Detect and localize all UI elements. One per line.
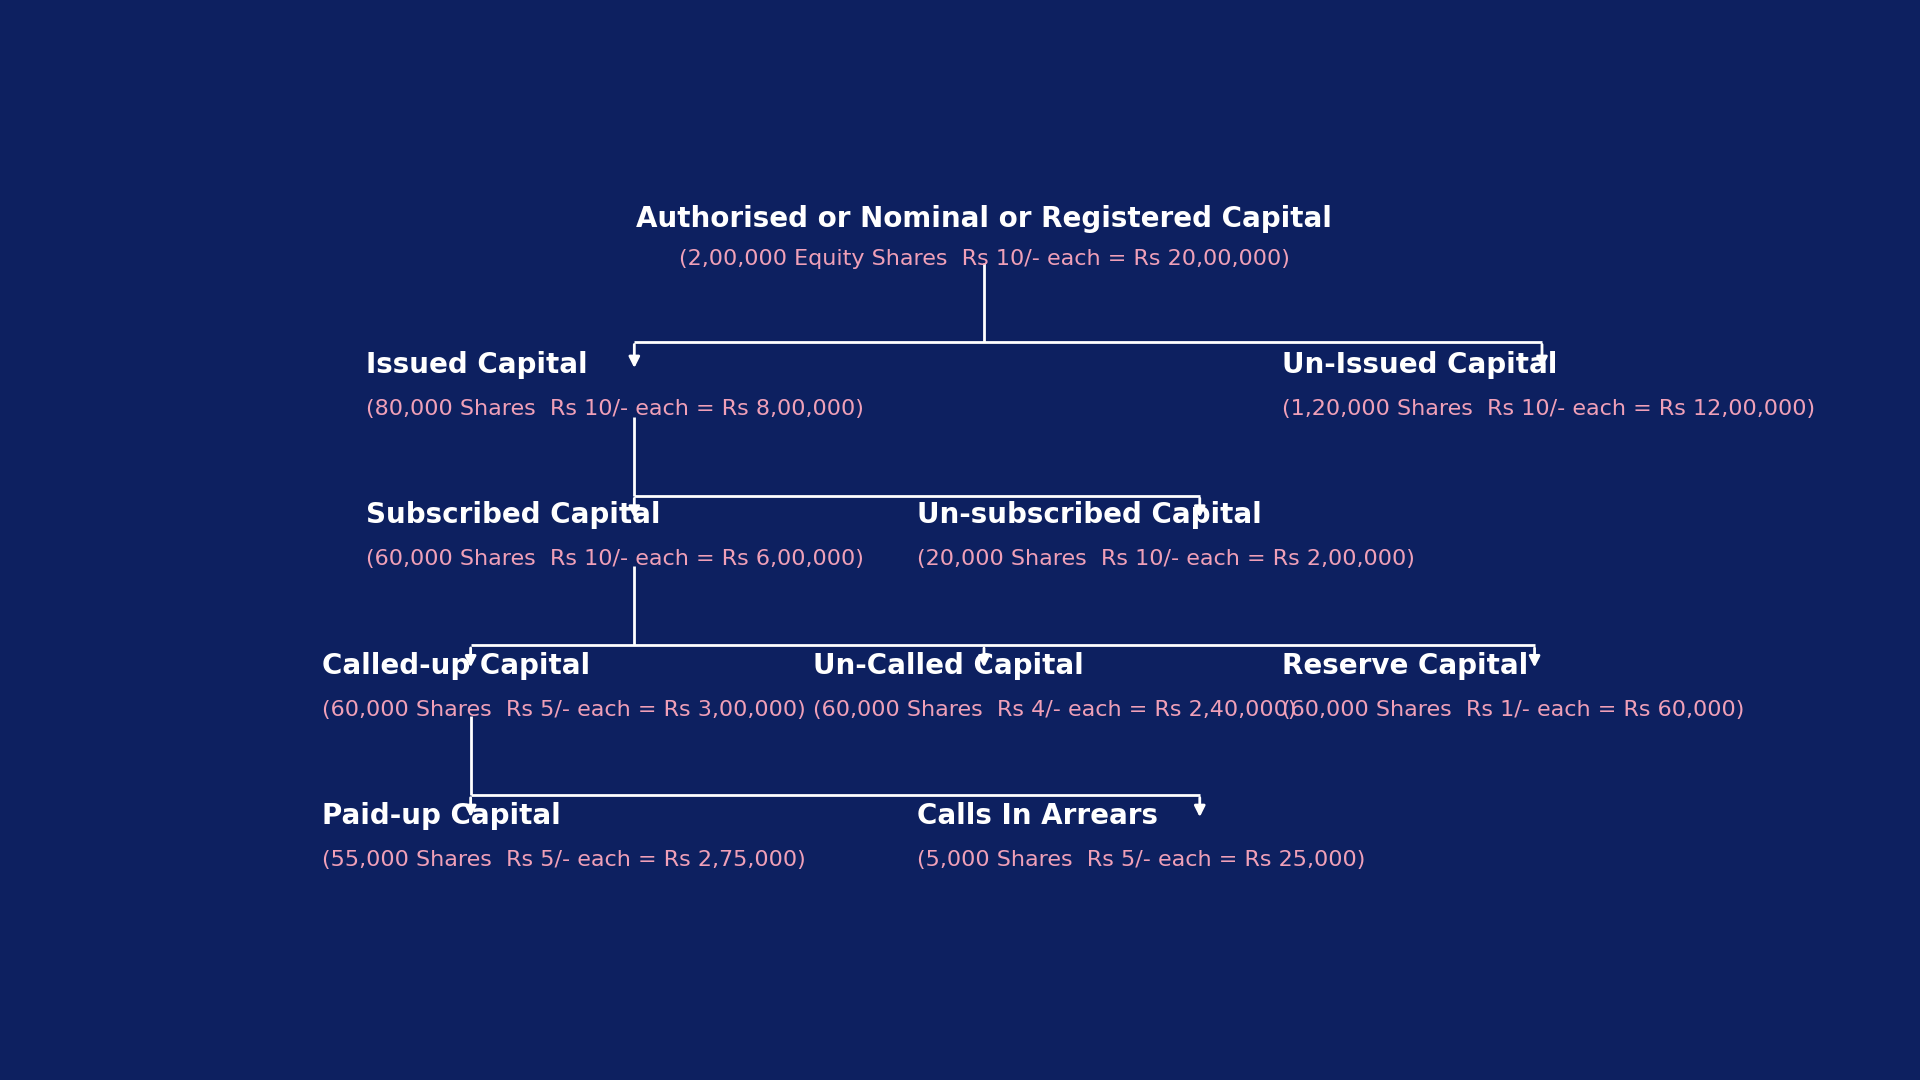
- Text: (5,000 Shares  Rs 5/- each = Rs 25,000): (5,000 Shares Rs 5/- each = Rs 25,000): [918, 850, 1365, 869]
- Text: (60,000 Shares  Rs 10/- each = Rs 6,00,000): (60,000 Shares Rs 10/- each = Rs 6,00,00…: [367, 549, 864, 569]
- Text: Un-subscribed Capital: Un-subscribed Capital: [918, 501, 1261, 529]
- Text: Reserve Capital: Reserve Capital: [1283, 652, 1528, 680]
- Text: (1,20,000 Shares  Rs 10/- each = Rs 12,00,000): (1,20,000 Shares Rs 10/- each = Rs 12,00…: [1283, 399, 1814, 419]
- Text: (60,000 Shares  Rs 5/- each = Rs 3,00,000): (60,000 Shares Rs 5/- each = Rs 3,00,000…: [323, 700, 806, 720]
- Text: Issued Capital: Issued Capital: [367, 351, 588, 379]
- Text: (80,000 Shares  Rs 10/- each = Rs 8,00,000): (80,000 Shares Rs 10/- each = Rs 8,00,00…: [367, 399, 864, 419]
- Text: (60,000 Shares  Rs 1/- each = Rs 60,000): (60,000 Shares Rs 1/- each = Rs 60,000): [1283, 700, 1743, 720]
- Text: Subscribed Capital: Subscribed Capital: [367, 501, 660, 529]
- Text: (55,000 Shares  Rs 5/- each = Rs 2,75,000): (55,000 Shares Rs 5/- each = Rs 2,75,000…: [323, 850, 806, 869]
- Text: Authorised or Nominal or Registered Capital: Authorised or Nominal or Registered Capi…: [636, 205, 1332, 232]
- Text: Un-Issued Capital: Un-Issued Capital: [1283, 351, 1557, 379]
- Text: Called-up Capital: Called-up Capital: [323, 652, 589, 680]
- Text: Paid-up Capital: Paid-up Capital: [323, 801, 561, 829]
- Text: (2,00,000 Equity Shares  Rs 10/- each = Rs 20,00,000): (2,00,000 Equity Shares Rs 10/- each = R…: [678, 249, 1290, 269]
- Text: Calls In Arrears: Calls In Arrears: [918, 801, 1158, 829]
- Text: (60,000 Shares  Rs 4/- each = Rs 2,40,000): (60,000 Shares Rs 4/- each = Rs 2,40,000…: [812, 700, 1296, 720]
- Text: (20,000 Shares  Rs 10/- each = Rs 2,00,000): (20,000 Shares Rs 10/- each = Rs 2,00,00…: [918, 549, 1415, 569]
- Text: Un-Called Capital: Un-Called Capital: [812, 652, 1083, 680]
